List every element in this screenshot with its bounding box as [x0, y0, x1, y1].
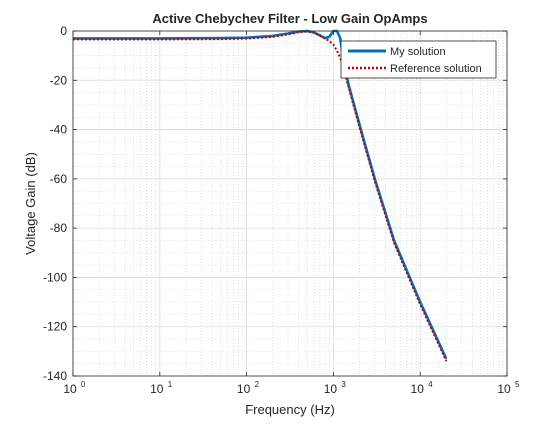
x-tick-label-exponent: 2 [255, 380, 260, 389]
series-layer [73, 29, 448, 362]
x-tick-label: 10 [411, 382, 425, 396]
y-tick-label: -20 [50, 73, 68, 87]
y-tick-label: -100 [43, 270, 67, 284]
y-tick-label: -60 [50, 172, 68, 186]
x-tick-label-exponent: 0 [81, 380, 86, 389]
chart-title: Active Chebychev Filter - Low Gain OpAmp… [152, 11, 427, 26]
axes-box [72, 30, 508, 377]
ticks: 10 0 10 1 10 2 10 3 10 4 10 50-20-40-60-80-100-120-… [43, 24, 520, 396]
legend-label-reference-solution: Reference solution [390, 63, 482, 75]
x-tick-label-exponent: 5 [515, 380, 520, 389]
x-axis-label: Frequency (Hz) [245, 402, 335, 417]
x-tick-label-exponent: 1 [168, 380, 173, 389]
series-line-reference-solution [73, 30, 448, 362]
x-tick-label: 10 [237, 382, 251, 396]
legend: My solution Reference solution [340, 40, 497, 79]
y-tick-label: 0 [60, 24, 67, 38]
x-tick-label-exponent: 3 [341, 380, 346, 389]
legend-box [340, 40, 497, 79]
y-tick-label: -120 [43, 320, 67, 334]
y-axis-label: Voltage Gain (dB) [23, 152, 38, 255]
x-tick-label: 10 [497, 382, 511, 396]
y-tick-label: -80 [50, 221, 68, 235]
x-tick-label: 10 [150, 382, 164, 396]
x-tick-label: 10 [63, 382, 77, 396]
y-tick-label: -40 [50, 123, 68, 137]
grid [72, 30, 508, 377]
x-tick-label-exponent: 4 [428, 380, 433, 389]
legend-label-my-solution: My solution [390, 46, 446, 58]
x-tick-label: 10 [324, 382, 338, 396]
y-tick-label: -140 [43, 369, 67, 383]
